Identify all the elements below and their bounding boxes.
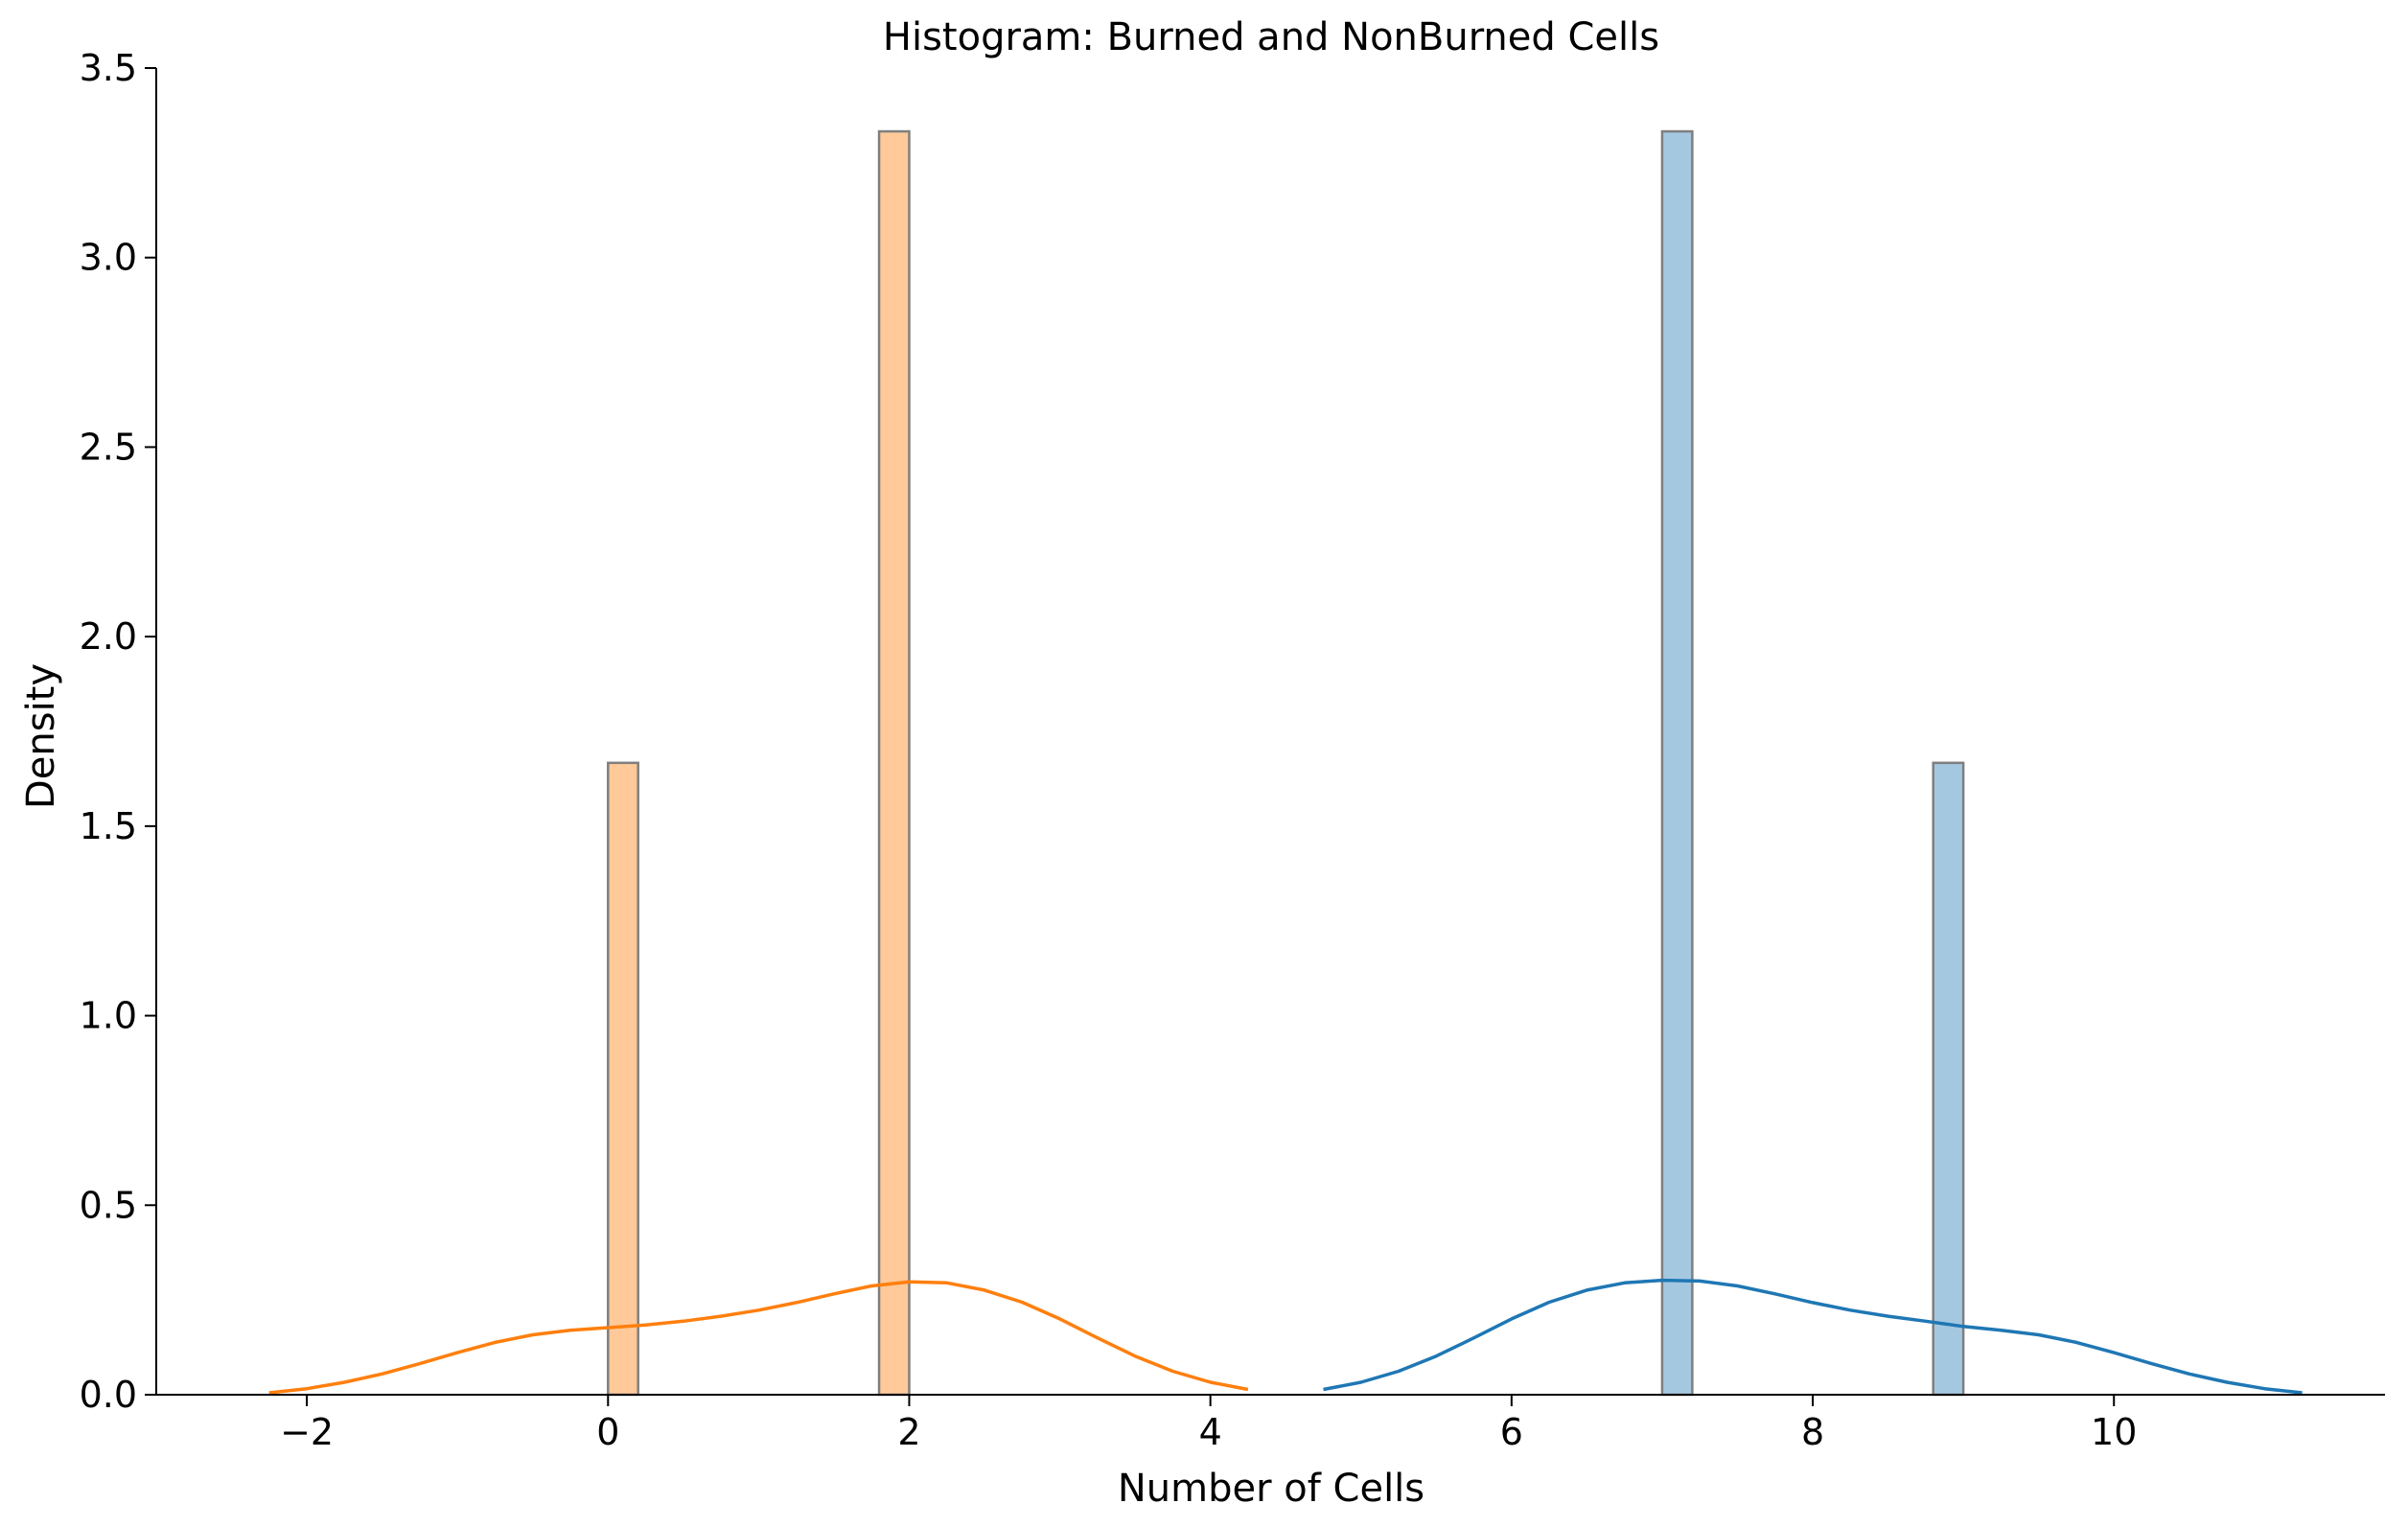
y-tick-label: 2.0 bbox=[80, 615, 137, 658]
x-axis-title: Number of Cells bbox=[1118, 1467, 1424, 1511]
x-ticks: −2 0 2 4 6 8 10 bbox=[280, 1395, 2137, 1453]
y-tick-label: 1.5 bbox=[80, 805, 137, 847]
axes-layer bbox=[155, 68, 2385, 1396]
y-tick-label: 2.5 bbox=[80, 426, 137, 468]
bar-series1-0 bbox=[1660, 129, 1694, 1397]
y-tick-label: 0.5 bbox=[80, 1184, 137, 1226]
y-tick-label: 3.5 bbox=[80, 47, 137, 89]
y-tick-label: 0.0 bbox=[80, 1374, 137, 1416]
x-tick-label: 6 bbox=[1500, 1411, 1523, 1453]
x-tick-label: −2 bbox=[280, 1411, 334, 1453]
bar-series1-1 bbox=[1932, 761, 1965, 1397]
y-axis-title: Density bbox=[19, 663, 63, 809]
x-tick-label: 10 bbox=[2091, 1411, 2137, 1453]
kde-layer bbox=[268, 1278, 2303, 1395]
kde-line-series1 bbox=[1323, 1278, 2303, 1395]
x-tick-label: 2 bbox=[897, 1411, 920, 1453]
x-tick-label: 8 bbox=[1801, 1411, 1824, 1453]
x-tick-label: 0 bbox=[596, 1411, 619, 1453]
y-tick-label: 1.0 bbox=[80, 995, 137, 1037]
bar-series0-0 bbox=[607, 761, 639, 1397]
y-ticks: 0.0 0.5 1.0 1.5 2.0 2.5 3.0 3.5 bbox=[80, 47, 156, 1416]
bar-series0-1 bbox=[877, 129, 911, 1397]
kde-line-series0 bbox=[268, 1280, 1249, 1395]
chart-title: Histogram: Burned and NonBurned Cells bbox=[883, 15, 1659, 59]
bars-layer bbox=[607, 129, 1965, 1397]
y-tick-label: 3.0 bbox=[80, 237, 137, 279]
x-tick-label: 4 bbox=[1199, 1411, 1222, 1453]
